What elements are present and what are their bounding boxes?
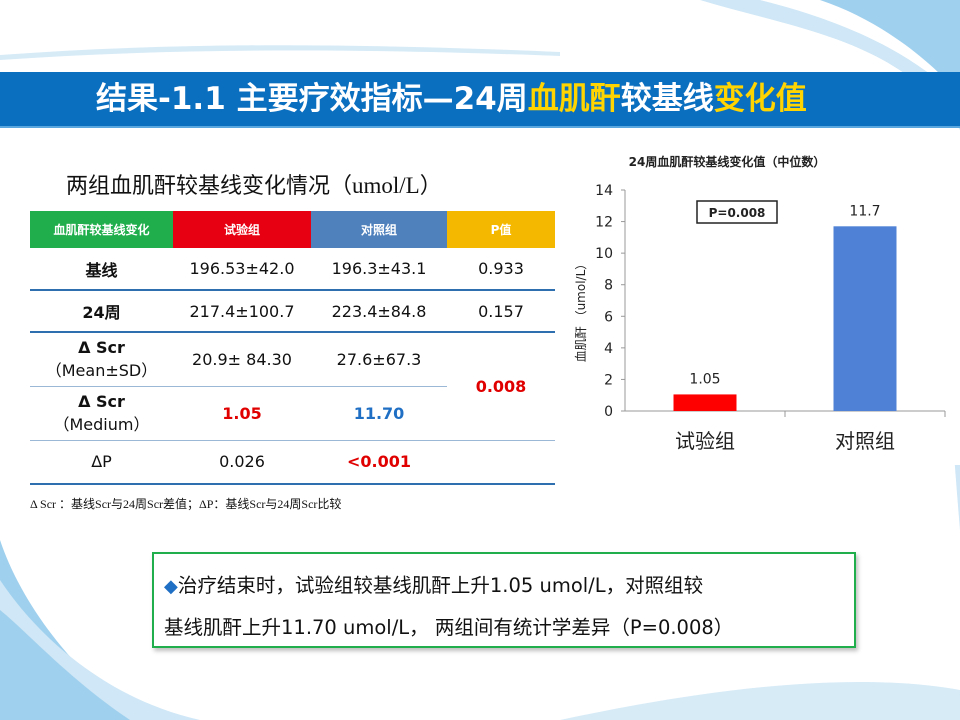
y-tick-label: 8	[604, 278, 613, 294]
row-label: 基线	[85, 260, 118, 280]
header-cell-trial: 试验组	[173, 211, 311, 248]
cell-trial: 20.9± 84.30	[192, 349, 292, 369]
table-title: 两组血肌酐较基线变化情况（umol/L）	[66, 168, 442, 200]
title-bar: 结果-1.1 主要疗效指标—24周血肌酐较基线变化值	[0, 72, 960, 126]
y-tick-label: 4	[604, 341, 613, 357]
cell-control: 223.4±84.8	[331, 301, 427, 321]
chart-title: 24周血肌酐较基线变化值（中位数）	[629, 154, 826, 169]
row-label-group: Δ Scr （Mean±SD）	[30, 332, 173, 386]
results-table: 血肌酐较基线变化 试验组 对照组 P值 基线 196.53±42.0 196.3…	[30, 211, 555, 485]
cell-control: 196.3±43.1	[331, 259, 427, 278]
cell-trial: 196.53±42.0	[189, 259, 295, 278]
title-middle: 较基线	[620, 81, 714, 117]
table-title-unit: umol/L	[352, 173, 420, 198]
cell-trial: 1.05	[222, 403, 262, 423]
row-sublabel: （Mean±SD）	[45, 360, 158, 380]
table-row-week24: 24周 217.4±100.7 223.4±84.8 0.157	[30, 290, 555, 332]
p-value-annotation-box	[696, 200, 778, 224]
summary-text-1: 治疗结束时，试验组较基线肌酐上升1.05 umol/L，对照组较	[177, 574, 704, 597]
row-label: Δ Scr	[78, 337, 125, 357]
table-footnote: Δ Scr ：基线Scr与24周Scr差值；ΔP：基线Scr与24周Scr比较	[30, 497, 342, 511]
bar-value-label: 11.7	[849, 203, 880, 219]
y-tick-label: 14	[595, 183, 613, 199]
y-tick-label: 12	[595, 215, 613, 231]
bar-trial	[673, 394, 737, 411]
chart-background	[565, 145, 960, 465]
chart-y-axis-label: 血肌酐 （umol/L）	[574, 258, 588, 363]
title-prefix: 结果-1.1 主要疗效指标—24周	[96, 81, 528, 117]
bar-chart: 24周血肌酐较基线变化值（中位数） 血肌酐 （umol/L） 0 2 4 6 8 10 12…	[565, 145, 960, 465]
y-tick-label: 10	[595, 246, 613, 262]
row-label: 24周	[82, 303, 121, 322]
table-header-row: 血肌酐较基线变化 试验组 对照组 P值	[30, 211, 555, 248]
table-row-delta-p: ΔP 0.026 <0.001	[30, 440, 555, 484]
summary-line-2: 基线肌酐上升11.70 umol/L， 两组间有统计学差异（P=0.008）	[164, 616, 734, 639]
p-value-annotation: P=0.008	[709, 206, 766, 220]
cell-trial: 0.026	[219, 452, 265, 472]
table-title-close: ）	[419, 174, 442, 199]
bar-control	[833, 226, 897, 411]
cell-p: 0.933	[478, 259, 524, 278]
bar-value-label: 1.05	[689, 371, 720, 387]
row-label: Δ Scr	[78, 391, 125, 411]
summary-line-1: ◆治疗结束时，试验组较基线肌酐上升1.05 umol/L，对照组较	[164, 569, 703, 598]
table-row-delta-median: Δ Scr （Medium） 1.05 11.70	[30, 386, 555, 440]
cell-control: 27.6±67.3	[336, 349, 422, 369]
cell-p: 0.157	[478, 301, 524, 321]
header-cell-p: P值	[447, 211, 555, 248]
cell-control: <0.001	[346, 452, 411, 472]
y-tick-label: 0	[604, 404, 613, 420]
summary-box: ◆治疗结束时，试验组较基线肌酐上升1.05 umol/L，对照组较 基线肌酐上升…	[152, 552, 856, 648]
diamond-bullet-icon: ◆	[164, 576, 178, 597]
table-row-delta-mean: Δ Scr （Mean±SD） 20.9± 84.30 27.6±67.3 0.…	[30, 332, 555, 441]
x-category-label: 试验组	[675, 429, 735, 453]
y-tick-label: 2	[604, 372, 613, 388]
row-label-group: Δ Scr （Medium）	[30, 386, 173, 440]
cell-p-merged: 0.008	[447, 332, 555, 441]
row-sublabel: （Medium）	[53, 414, 150, 434]
table-title-text: 两组血肌酐较基线变化情况（	[66, 174, 353, 199]
cell-trial: 217.4±100.7	[189, 301, 295, 321]
cell-control: 11.70	[353, 403, 405, 423]
x-category-label: 对照组	[835, 429, 895, 453]
cell-p-empty	[447, 440, 555, 484]
title-highlight-change: 变化值	[713, 81, 807, 117]
row-label: ΔP	[91, 452, 112, 472]
table-row-baseline: 基线 196.53±42.0 196.3±43.1 0.933	[30, 248, 555, 290]
header-cell-control: 对照组	[311, 211, 447, 248]
y-tick-label: 6	[604, 309, 613, 325]
chart-plot-area: 0 2 4 6 8 10 12 14 1.05 试验组 11.7 对照组 P=0.008	[595, 183, 946, 453]
title-highlight-creatinine: 血肌酐	[527, 81, 621, 117]
slide-title: 结果-1.1 主要疗效指标—24周血肌酐较基线变化值	[96, 72, 807, 126]
header-cell-metric: 血肌酐较基线变化	[30, 211, 173, 248]
